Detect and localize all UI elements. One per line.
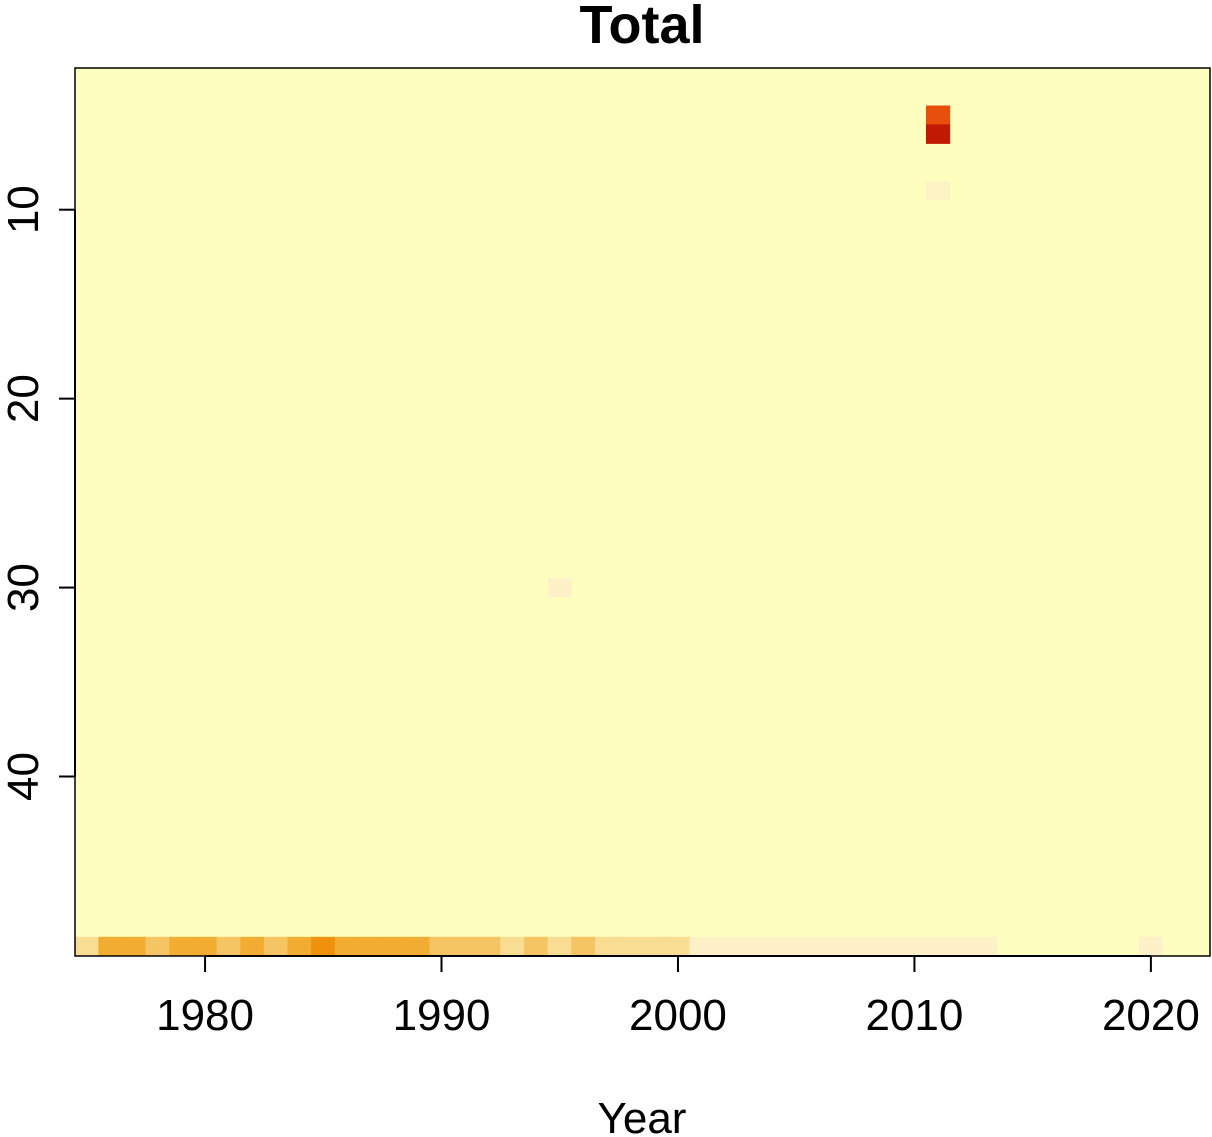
heatmap-cell bbox=[429, 936, 454, 957]
heatmap-cell bbox=[736, 936, 762, 957]
heatmap-cell bbox=[98, 936, 123, 957]
heatmap-cell bbox=[665, 936, 691, 957]
y-tick-label: 40 bbox=[0, 752, 48, 801]
heatmap-cell bbox=[925, 105, 951, 125]
heatmap-cell bbox=[925, 124, 951, 144]
heatmap-cell bbox=[831, 936, 856, 957]
heatmap-cell bbox=[784, 936, 809, 957]
x-tick-label: 2010 bbox=[865, 991, 963, 1040]
y-tick-label: 10 bbox=[0, 185, 48, 234]
x-tick-label: 2020 bbox=[1102, 991, 1200, 1040]
heatmap-cell bbox=[287, 936, 312, 957]
heatmap-cell bbox=[121, 936, 147, 957]
heatmap-cell bbox=[334, 936, 360, 957]
x-tick-label: 1990 bbox=[393, 991, 491, 1040]
heatmap-cell bbox=[925, 181, 951, 201]
y-axis: 10 20 30 40 bbox=[0, 185, 76, 801]
heatmap-cell bbox=[523, 936, 549, 957]
heatmap-cell bbox=[547, 577, 572, 598]
heatmap-cell bbox=[642, 936, 667, 957]
heatmap-cell bbox=[547, 936, 572, 957]
heatmap-cell bbox=[878, 936, 903, 957]
heatmap-cell bbox=[618, 936, 643, 957]
heatmap-cell bbox=[500, 936, 525, 957]
heatmap-cell bbox=[169, 936, 194, 957]
heatmap-cell bbox=[263, 936, 289, 957]
heatmap-cell bbox=[311, 936, 336, 957]
heatmap-cell bbox=[760, 936, 785, 957]
plot-background bbox=[75, 68, 1210, 956]
heatmap-cell bbox=[949, 936, 974, 957]
heatmap-cell bbox=[358, 936, 383, 957]
heatmap-cell bbox=[145, 936, 170, 957]
heatmap-cell bbox=[902, 936, 927, 957]
x-axis: 1980 1990 2000 2010 2020 bbox=[156, 955, 1200, 1040]
heatmap-cell bbox=[382, 936, 407, 957]
x-tick-label: 1980 bbox=[156, 991, 254, 1040]
heatmap-cell bbox=[192, 936, 218, 957]
x-tick-label: 2000 bbox=[629, 991, 727, 1040]
heatmap-cell bbox=[713, 936, 738, 957]
heatmap-cell bbox=[240, 936, 265, 957]
heatmap-cell bbox=[1138, 936, 1164, 957]
heatmap-cell bbox=[973, 936, 998, 957]
heatmap-cell bbox=[855, 936, 880, 957]
heatmap-cell bbox=[405, 936, 430, 957]
chart-title: Total bbox=[580, 0, 705, 55]
heatmap-cells bbox=[74, 105, 1164, 957]
heatmap-cell bbox=[571, 936, 596, 957]
heatmap-cell bbox=[689, 936, 714, 957]
x-axis-label: Year bbox=[598, 1094, 687, 1137]
y-tick-label: 30 bbox=[0, 563, 48, 612]
heatmap-cell bbox=[453, 936, 478, 957]
heatmap-cell bbox=[476, 936, 501, 957]
heatmap-cell bbox=[216, 936, 241, 957]
heatmap-cell bbox=[925, 936, 951, 957]
heatmap-cell bbox=[594, 936, 620, 957]
heatmap-cell bbox=[807, 936, 832, 957]
y-tick-label: 20 bbox=[0, 374, 48, 423]
heatmap-cell bbox=[74, 936, 99, 957]
